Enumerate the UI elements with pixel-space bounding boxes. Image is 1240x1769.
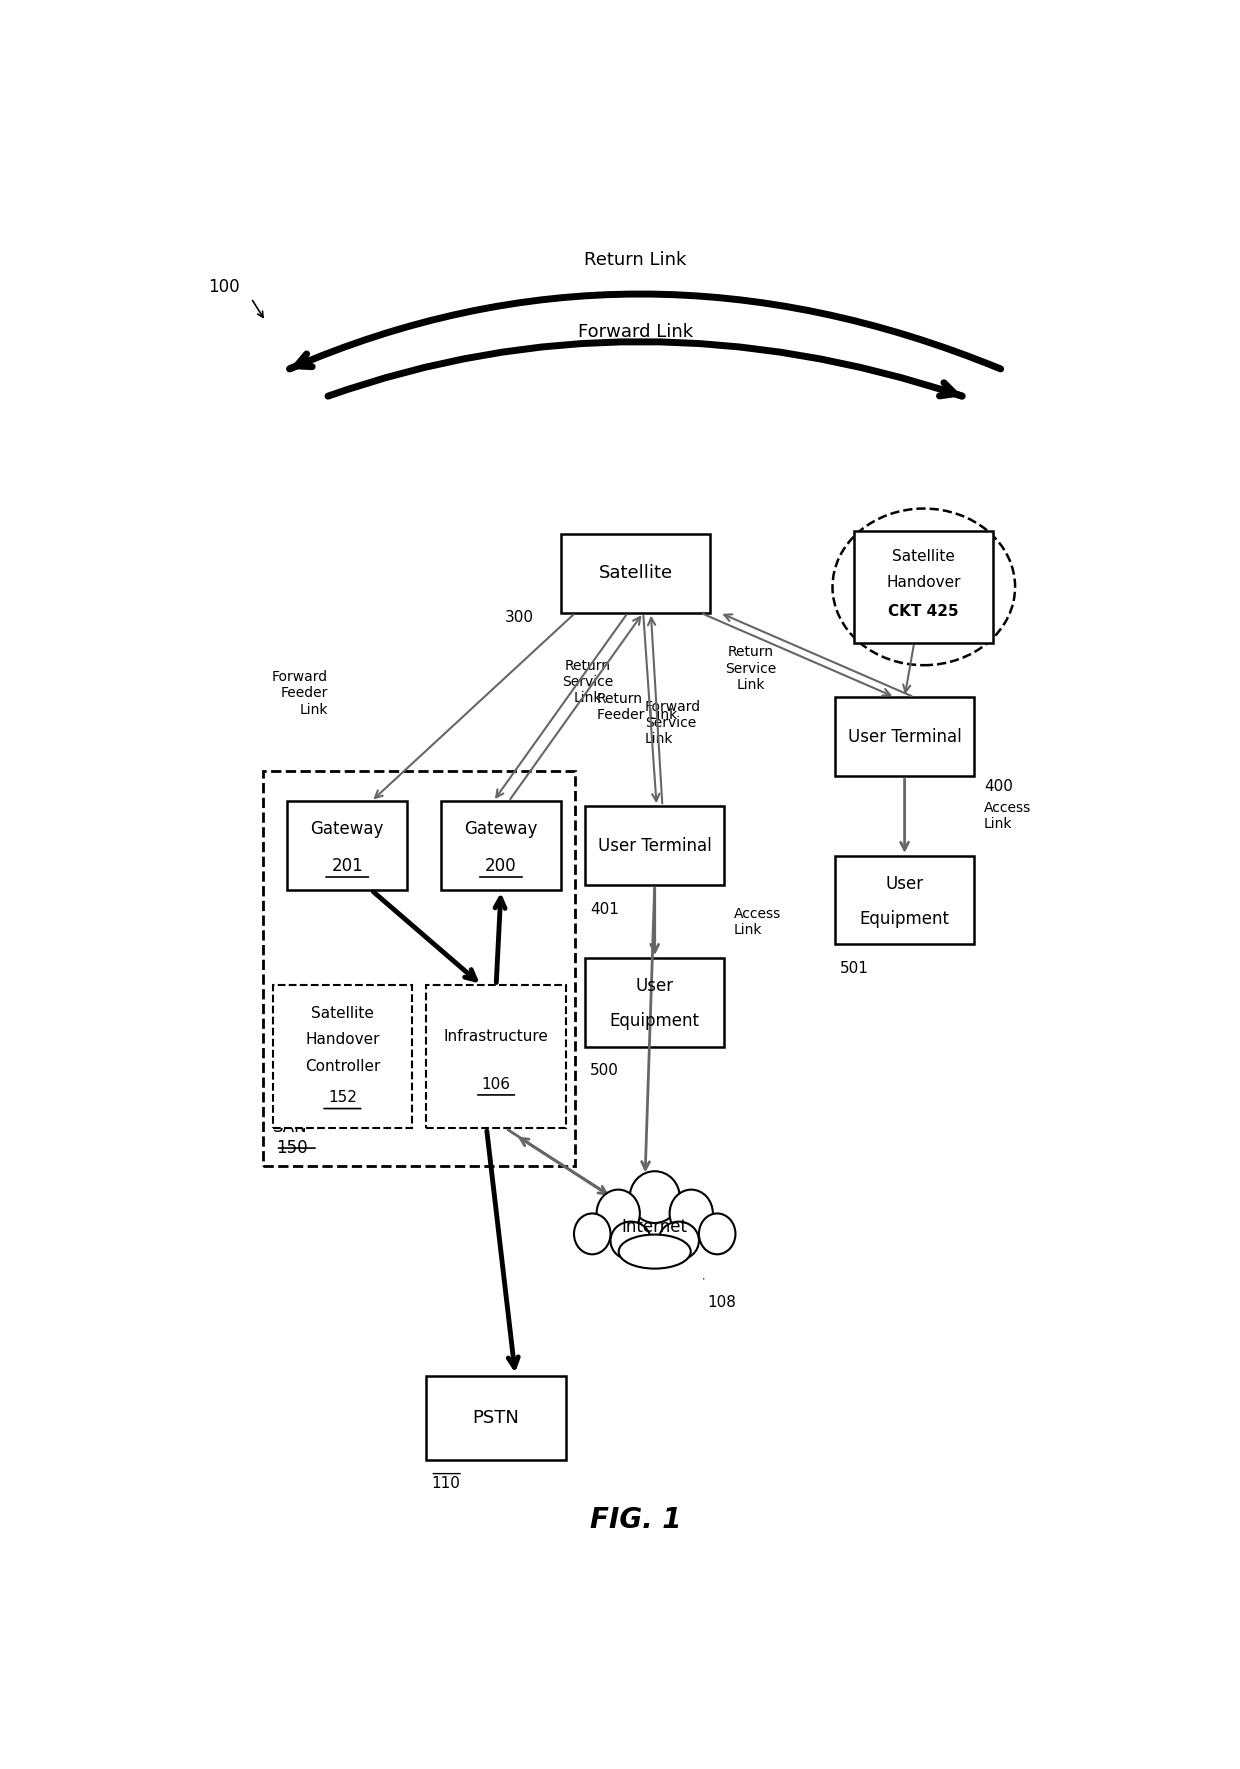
Ellipse shape	[574, 1214, 610, 1254]
FancyBboxPatch shape	[273, 985, 412, 1129]
Text: Forward
Service
Link: Forward Service Link	[645, 701, 702, 747]
Text: 108: 108	[708, 1295, 737, 1311]
FancyBboxPatch shape	[263, 771, 575, 1166]
Text: FIG. 1: FIG. 1	[590, 1505, 681, 1534]
Text: 400: 400	[983, 778, 1013, 794]
Text: Access
Link: Access Link	[734, 906, 781, 938]
FancyBboxPatch shape	[585, 807, 724, 884]
FancyBboxPatch shape	[427, 985, 565, 1129]
Text: Return Link: Return Link	[584, 251, 687, 269]
Text: 300: 300	[505, 610, 534, 624]
FancyBboxPatch shape	[441, 801, 560, 890]
Text: Satellite: Satellite	[599, 564, 672, 582]
Text: Return
Service
Link: Return Service Link	[725, 646, 776, 692]
Text: Gateway: Gateway	[310, 821, 384, 839]
Text: PSTN: PSTN	[472, 1408, 520, 1428]
Text: Satellite: Satellite	[893, 550, 955, 564]
Text: Controller: Controller	[305, 1060, 381, 1074]
FancyBboxPatch shape	[585, 959, 724, 1047]
Text: User Terminal: User Terminal	[598, 837, 712, 854]
Text: Access
Link: Access Link	[983, 801, 1032, 831]
FancyBboxPatch shape	[288, 801, 407, 890]
Ellipse shape	[658, 1222, 699, 1260]
FancyBboxPatch shape	[560, 534, 711, 612]
Text: 200: 200	[485, 858, 517, 876]
Text: 100: 100	[208, 278, 239, 295]
Ellipse shape	[610, 1222, 651, 1260]
Text: 201: 201	[331, 858, 363, 876]
Text: Forward
Service Link: Forward Service Link	[895, 605, 980, 637]
Text: SAN: SAN	[273, 1118, 308, 1136]
Text: 106: 106	[481, 1077, 511, 1091]
Ellipse shape	[832, 508, 1016, 665]
FancyBboxPatch shape	[835, 856, 975, 945]
Text: 150: 150	[277, 1139, 309, 1157]
Text: Return
Service
Link: Return Service Link	[562, 660, 613, 706]
Text: User Terminal: User Terminal	[848, 727, 961, 747]
Text: Forward
Feeder
Link: Forward Feeder Link	[272, 670, 327, 716]
Text: Internet: Internet	[621, 1219, 688, 1237]
Text: Handover: Handover	[305, 1031, 379, 1047]
Text: Infrastructure: Infrastructure	[444, 1030, 548, 1044]
Text: 500: 500	[590, 1063, 619, 1077]
Ellipse shape	[630, 1171, 680, 1222]
Text: 501: 501	[839, 961, 868, 976]
Text: Handover: Handover	[887, 575, 961, 591]
Text: User: User	[636, 976, 673, 994]
Text: User: User	[885, 876, 924, 893]
Ellipse shape	[596, 1189, 640, 1237]
Ellipse shape	[670, 1189, 713, 1237]
Text: Equipment: Equipment	[859, 911, 950, 929]
FancyBboxPatch shape	[427, 1376, 565, 1459]
Text: 152: 152	[327, 1090, 357, 1106]
Ellipse shape	[619, 1235, 691, 1268]
Ellipse shape	[699, 1214, 735, 1254]
Text: Gateway: Gateway	[464, 821, 538, 839]
Text: CKT 425: CKT 425	[889, 603, 959, 619]
FancyBboxPatch shape	[854, 531, 993, 642]
Text: Return
Feeder Link: Return Feeder Link	[596, 692, 677, 722]
FancyBboxPatch shape	[835, 697, 975, 777]
Text: Satellite: Satellite	[311, 1007, 373, 1021]
Text: Equipment: Equipment	[610, 1012, 699, 1030]
Text: 401: 401	[590, 902, 619, 916]
Text: Forward Link: Forward Link	[578, 324, 693, 341]
Text: 110: 110	[432, 1477, 460, 1491]
